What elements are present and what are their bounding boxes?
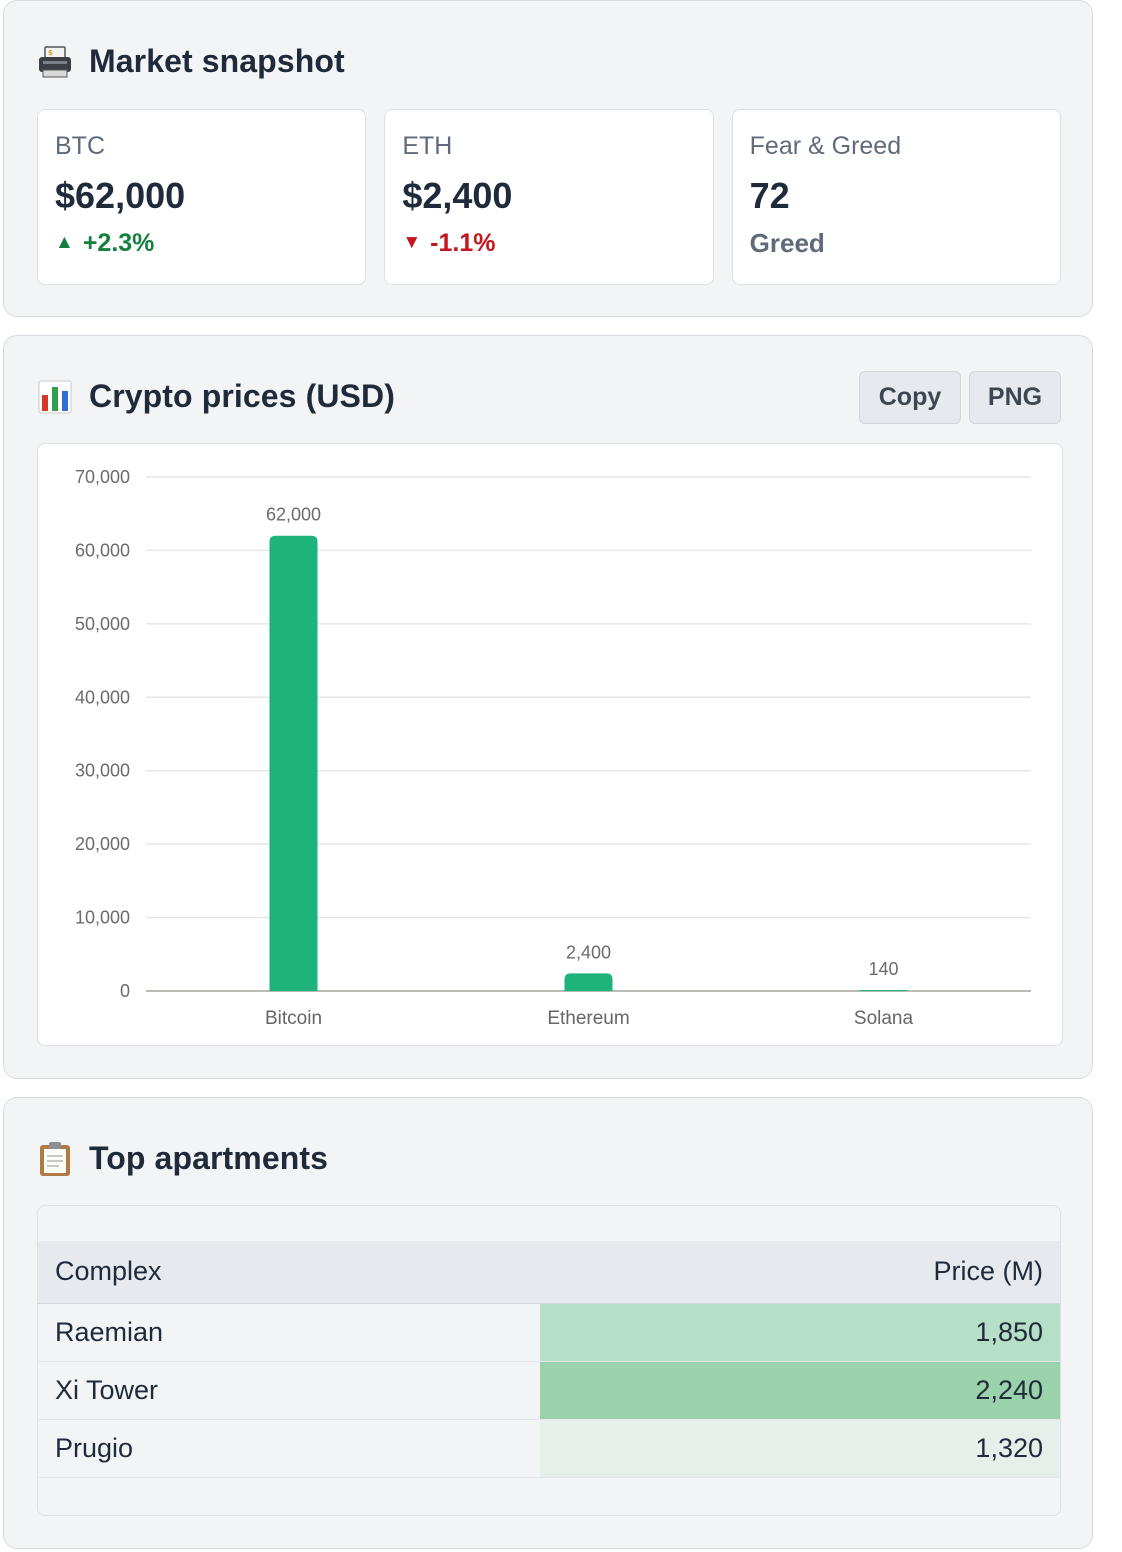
apartments-panel: Top apartments Complex Price (M) Raemian… (3, 1097, 1093, 1549)
png-button[interactable]: PNG (969, 371, 1061, 424)
fear-greed-card: Fear & Greed 72 Greed (731, 109, 1061, 285)
bar-solana (859, 989, 908, 991)
apartments-title: Top apartments (89, 1140, 329, 1176)
y-tick-label: 60,000 (75, 540, 130, 560)
market-snapshot-header: $ Market snapshot (37, 43, 345, 80)
market-cards: BTC $62,000 ▲ +2.3% ETH $2,400 ▼ -1.1% F… (37, 109, 1061, 285)
table-row: Prugio 1,320 (38, 1419, 1060, 1478)
chart-title: Crypto prices (USD) (89, 378, 395, 414)
svg-text:$: $ (48, 49, 53, 57)
y-tick-label: 0 (120, 981, 130, 1001)
y-tick-label: 50,000 (75, 614, 130, 634)
column-header-price[interactable]: Price (M) (540, 1241, 1060, 1304)
delta-value: +2.3% (82, 229, 155, 257)
bar-chart-icon (37, 379, 73, 415)
y-tick-label: 10,000 (75, 908, 130, 928)
clipboard-icon (37, 1141, 73, 1177)
y-tick-label: 40,000 (75, 687, 130, 707)
table-header-row: Complex Price (M) (38, 1241, 1060, 1304)
table-row: Xi Tower 2,240 (38, 1361, 1060, 1420)
bar-ethereum (564, 973, 613, 991)
table-row: Raemian 1,850 (38, 1303, 1060, 1362)
complex-cell: Xi Tower (38, 1361, 540, 1420)
y-tick-label: 20,000 (75, 834, 130, 854)
data-label: 140 (868, 959, 898, 979)
delta-value: -1.1% (430, 229, 496, 257)
card-delta: ▲ +2.3% (55, 228, 348, 258)
crypto-chart-panel: Crypto prices (USD) Copy PNG 0 10,000 20,0… (3, 335, 1093, 1079)
bar-chart: 0 10,000 20,000 30,000 40,000 50,000 60,000 70,… (75, 467, 1031, 1029)
y-tick-label: 30,000 (75, 761, 130, 781)
card-label: Fear & Greed (749, 132, 902, 160)
printer-icon: $ (37, 44, 73, 80)
x-tick-label: Solana (854, 1008, 914, 1029)
complex-cell: Raemian (38, 1303, 540, 1362)
chart-header: Crypto prices (USD) (37, 378, 395, 415)
sentiment-label: Greed (749, 228, 825, 258)
triangle-down-icon: ▼ (402, 232, 422, 253)
complex-cell: Prugio (38, 1419, 540, 1478)
price-cell: 2,240 (540, 1361, 1060, 1420)
price-cell: 1,850 (540, 1303, 1060, 1362)
column-header-complex[interactable]: Complex (38, 1241, 540, 1304)
card-delta: ▼ -1.1% (402, 228, 695, 258)
triangle-up-icon: ▲ (55, 232, 74, 253)
apartments-table-wrap: Complex Price (M) Raemian 1,850 Xi Tower… (37, 1205, 1061, 1516)
page-title: Market snapshot (89, 43, 345, 79)
card-value: $62,000 (55, 175, 186, 216)
chart-area: 0 10,000 20,000 30,000 40,000 50,000 60,000 70,… (37, 443, 1063, 1046)
card-value: $2,400 (402, 175, 513, 216)
data-label: 2,400 (566, 942, 611, 962)
y-tick-label: 70,000 (75, 467, 130, 487)
bar-bitcoin (269, 535, 318, 991)
btc-card: BTC $62,000 ▲ +2.3% (37, 109, 367, 285)
price-cell: 1,320 (540, 1419, 1060, 1478)
apartments-header: Top apartments (37, 1140, 328, 1177)
card-label: ETH (402, 132, 453, 160)
eth-card: ETH $2,400 ▼ -1.1% (384, 109, 714, 285)
apartments-table: Complex Price (M) Raemian 1,850 Xi Tower… (38, 1241, 1060, 1478)
card-value: 72 (749, 175, 790, 216)
data-label: 62,000 (266, 505, 321, 525)
card-label: BTC (55, 132, 105, 160)
x-tick-label: Bitcoin (265, 1008, 322, 1029)
copy-button[interactable]: Copy (859, 371, 961, 424)
market-snapshot-panel: $ Market snapshot BTC $62,000 ▲ +2.3% ET… (3, 0, 1093, 317)
x-tick-label: Ethereum (547, 1008, 629, 1029)
